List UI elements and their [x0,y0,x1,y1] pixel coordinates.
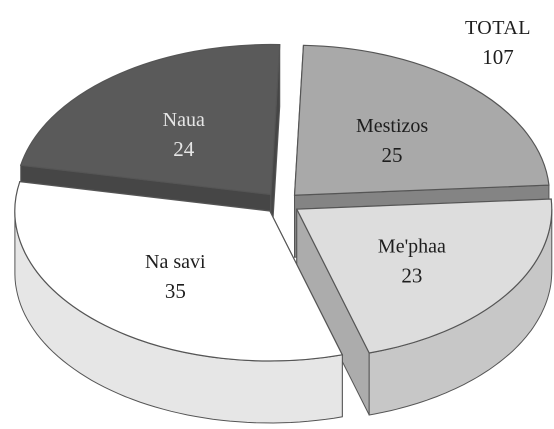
pie-slices [14,43,553,424]
slice-top [14,181,344,362]
slice-value-mestizos: 25 [382,143,403,167]
slice-label-na-savi: Na savi [145,251,206,273]
slice-top [293,44,550,196]
slice-label-naua: Naua [163,109,205,131]
pie-labels: Mestizos 25 Me'phaa 23 Na savi 35 Naua 24 [145,109,446,303]
total-value: 107 [482,45,514,69]
slice-top [19,43,281,196]
total-label: TOTAL [465,17,531,39]
slice-top [295,198,553,354]
slice-na-savi [14,181,344,424]
slice-value-na-savi: 35 [165,279,186,303]
slice-me-phaa [295,198,553,416]
slice-value-naua: 24 [173,137,195,161]
slice-label-me-phaa: Me'phaa [378,235,446,257]
slice-value-me-phaa: 23 [401,263,422,287]
slice-label-mestizos: Mestizos [356,115,428,137]
